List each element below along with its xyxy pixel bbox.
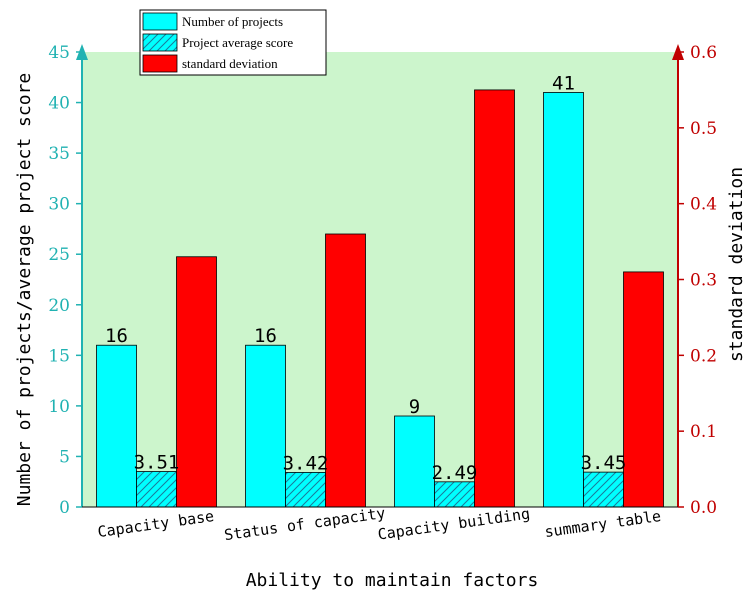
legend-swatch-2 <box>142 33 178 52</box>
right-tick-label: 0.0 <box>690 498 717 518</box>
left-tick-label: 20 <box>48 296 70 316</box>
left-tick-label: 45 <box>48 43 70 63</box>
x-axis-title: Ability to maintain factors <box>246 570 539 591</box>
right-tick-label: 0.4 <box>690 195 717 215</box>
left-tick-label: 40 <box>48 94 70 114</box>
legend-swatch-3 <box>142 54 178 73</box>
data-label: 2.49 <box>432 462 478 484</box>
bar-2-2 <box>285 472 326 508</box>
bar-1-3 <box>394 415 435 508</box>
data-label: 3.42 <box>283 452 329 474</box>
x-tick-label: Capacity building <box>377 504 532 543</box>
x-tick-label: Status of capacity <box>223 504 386 544</box>
bar-3-3 <box>474 89 515 508</box>
bar-2-4 <box>583 471 624 508</box>
right-tick-label: 0.6 <box>690 43 717 63</box>
y-axis-title-left: Number of projects/average project score <box>14 73 35 506</box>
data-label: 3.45 <box>581 452 627 474</box>
x-tick-label: Capacity base <box>96 507 215 541</box>
left-tick-label: 35 <box>48 144 70 164</box>
left-tick-label: 0 <box>59 498 70 518</box>
data-label: 41 <box>552 72 575 94</box>
bar-2-1 <box>136 471 177 508</box>
x-tick-label: summary table <box>543 507 662 541</box>
bar-1-4 <box>543 92 584 508</box>
data-label: 3.51 <box>134 452 180 474</box>
right-tick-label: 0.2 <box>690 346 717 366</box>
data-label: 16 <box>254 325 277 347</box>
left-tick-label: 15 <box>48 346 70 366</box>
bar-1-1 <box>96 344 137 508</box>
legend-label-1: Number of projects <box>182 14 283 29</box>
legend-label-2: Project average score <box>182 35 293 50</box>
bar-3-2 <box>325 233 366 508</box>
y-axis-title-right: standard deviation <box>726 167 747 362</box>
left-tick-label: 25 <box>48 245 70 265</box>
bar-1-2 <box>245 344 286 508</box>
legend-label-3: standard deviation <box>182 56 278 71</box>
bar-2-3 <box>434 481 475 508</box>
left-tick-label: 30 <box>48 195 70 215</box>
left-tick-label: 5 <box>59 447 70 467</box>
left-tick-label: 10 <box>48 397 70 417</box>
data-label: 16 <box>105 325 128 347</box>
legend-swatch-1 <box>142 12 178 31</box>
bar-3-4 <box>623 271 664 508</box>
right-tick-label: 0.1 <box>690 422 717 442</box>
right-tick-label: 0.3 <box>690 271 717 291</box>
bar-3-1 <box>176 256 217 508</box>
data-label: 9 <box>409 396 420 418</box>
plot-background <box>82 52 678 507</box>
right-tick-label: 0.5 <box>690 119 717 139</box>
